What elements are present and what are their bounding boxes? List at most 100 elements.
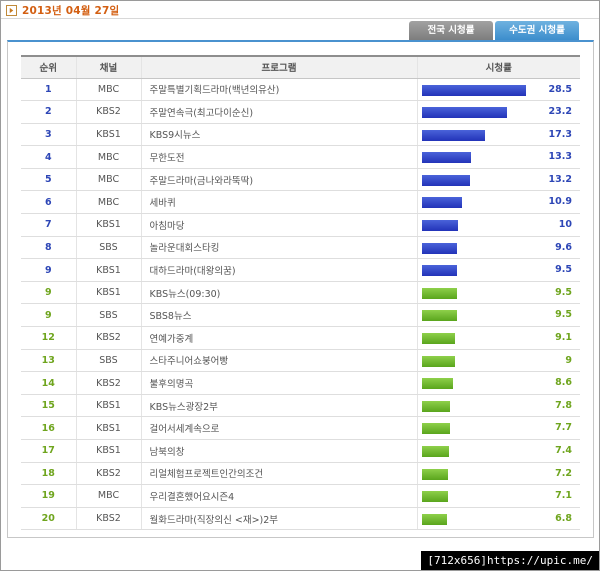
column-header-program: 프로그램: [140, 55, 417, 79]
table-row: 8 SBS 놀라운대회스타킹 9.6: [21, 236, 580, 260]
rank-cell: 17: [21, 439, 76, 463]
rating-bar: [421, 107, 507, 119]
rating-cell: 7.1: [416, 484, 580, 508]
program-cell: 주말특별기획드라마(백년의유산): [140, 78, 417, 102]
rating-cell: 9.5: [416, 303, 580, 328]
rating-cell: 9.5: [416, 258, 580, 282]
arrow-right-icon: [6, 4, 17, 16]
table-row: 9 SBS SBS8뉴스 9.5: [21, 303, 580, 328]
rating-bar: [421, 287, 457, 299]
rating-bar: [421, 423, 450, 435]
table-row: 9 KBS1 KBS뉴스(09:30) 9.5: [21, 281, 580, 305]
table-row: 3 KBS1 KBS9시뉴스 17.3: [21, 123, 580, 147]
table-row: 1 MBC 주말특별기획드라마(백년의유산) 28.5: [21, 78, 580, 102]
rating-cell: 7.7: [416, 416, 580, 440]
rating-value: 9.6: [555, 241, 572, 253]
channel-cell: KBS2: [75, 371, 141, 395]
rating-bar: [421, 174, 470, 186]
rank-cell: 15: [21, 394, 76, 418]
rank-cell: 9: [21, 258, 76, 282]
rank-cell: 7: [21, 213, 76, 237]
channel-cell: MBC: [75, 78, 141, 102]
rank-cell: 16: [21, 416, 76, 440]
rating-value: 7.7: [555, 422, 572, 434]
channel-cell: KBS2: [75, 326, 141, 350]
channel-cell: KBS2: [75, 100, 141, 124]
channel-cell: MBC: [75, 145, 141, 169]
column-header-rating: 시청률: [416, 55, 580, 79]
channel-cell: MBC: [75, 190, 141, 215]
rank-cell: 3: [21, 123, 76, 147]
rank-cell: 14: [21, 371, 76, 395]
rank-cell: 13: [21, 349, 76, 373]
rating-value: 7.8: [555, 399, 572, 411]
date-text: 2013년 04월 27일: [22, 4, 120, 17]
rank-cell: 9: [21, 303, 76, 328]
program-cell: 우리결혼했어요시즌4: [140, 484, 417, 508]
rating-cell: 13.2: [416, 168, 580, 192]
rank-cell: 18: [21, 462, 76, 486]
table-header-row: 순위 채널 프로그램 시청률: [21, 55, 580, 79]
program-cell: 걸어서세계속으로: [140, 416, 417, 440]
channel-cell: KBS1: [75, 416, 141, 440]
channel-cell: KBS1: [75, 439, 141, 463]
rank-cell: 1: [21, 78, 76, 102]
program-cell: 놀라운대회스타킹: [140, 236, 417, 260]
rating-cell: 13.3: [416, 145, 580, 169]
channel-cell: KBS1: [75, 281, 141, 305]
table-row: 6 MBC 세바퀴 10.9: [21, 190, 580, 215]
program-cell: 주말연속극(최고다이순신): [140, 100, 417, 124]
tab-capital-rating[interactable]: 수도권 시청률: [495, 21, 579, 40]
rating-bar: [421, 84, 526, 96]
rating-value: 7.4: [555, 445, 572, 456]
rank-cell: 12: [21, 326, 76, 350]
program-cell: 불후의명곡: [140, 371, 417, 395]
channel-cell: SBS: [75, 349, 141, 373]
rating-value: 9.1: [555, 332, 572, 344]
table-row: 4 MBC 무한도전 13.3: [21, 145, 580, 169]
program-cell: 월화드라마(직장의신 <재>)2부: [140, 507, 417, 531]
program-cell: 스타주니어쇼붕어빵: [140, 349, 417, 373]
rating-cell: 6.8: [416, 507, 580, 531]
table-row: 14 KBS2 불후의명곡 8.6: [21, 371, 580, 395]
rating-cell: 10: [416, 213, 580, 237]
rating-value: 10: [558, 219, 572, 231]
rating-value: 7.1: [555, 490, 572, 502]
date-header: 2013년 04월 27일: [6, 3, 119, 17]
rank-cell: 8: [21, 236, 76, 260]
program-cell: 리얼체험프로젝트인간의조건: [140, 462, 417, 486]
ratings-panel: 순위 채널 프로그램 시청률 1 MBC 주말특별기획드라마(백년의유산) 28.5 2…: [7, 40, 594, 538]
channel-cell: MBC: [75, 484, 141, 508]
rank-cell: 20: [21, 507, 76, 531]
program-cell: 아침마당: [140, 213, 417, 237]
channel-cell: SBS: [75, 303, 141, 328]
rating-value: 9: [565, 354, 572, 366]
rating-bar: [421, 197, 462, 209]
tab-national-rating[interactable]: 전국 시청률: [409, 21, 493, 40]
table-row: 9 KBS1 대하드라마(대왕의꿈) 9.5: [21, 258, 580, 282]
table-row: 18 KBS2 리얼체험프로젝트인간의조건 7.2: [21, 462, 580, 486]
table-row: 19 MBC 우리결혼했어요시즌4 7.1: [21, 484, 580, 508]
rating-bar: [421, 265, 457, 277]
channel-cell: KBS1: [75, 213, 141, 237]
image-watermark: [712x656]https://upic.me/: [421, 551, 599, 570]
program-cell: 남북의창: [140, 439, 417, 463]
rating-value: 23.2: [548, 106, 572, 118]
program-cell: SBS8뉴스: [140, 303, 417, 328]
rating-cell: 17.3: [416, 123, 580, 147]
rating-cell: 28.5: [416, 78, 580, 102]
ratings-table: 순위 채널 프로그램 시청률 1 MBC 주말특별기획드라마(백년의유산) 28.5 2…: [21, 55, 580, 531]
program-cell: 연예가중계: [140, 326, 417, 350]
table-row: 15 KBS1 KBS뉴스광장2부 7.8: [21, 394, 580, 418]
channel-cell: KBS1: [75, 258, 141, 282]
rating-cell: 10.9: [416, 190, 580, 215]
rating-bar: [421, 491, 448, 503]
rating-bar: [421, 468, 448, 480]
channel-cell: SBS: [75, 236, 141, 260]
table-row: 17 KBS1 남북의창 7.4: [21, 439, 580, 463]
rating-bar: [421, 333, 455, 345]
channel-cell: KBS2: [75, 507, 141, 531]
channel-cell: MBC: [75, 168, 141, 192]
rating-bar: [421, 152, 471, 164]
channel-cell: KBS1: [75, 394, 141, 418]
